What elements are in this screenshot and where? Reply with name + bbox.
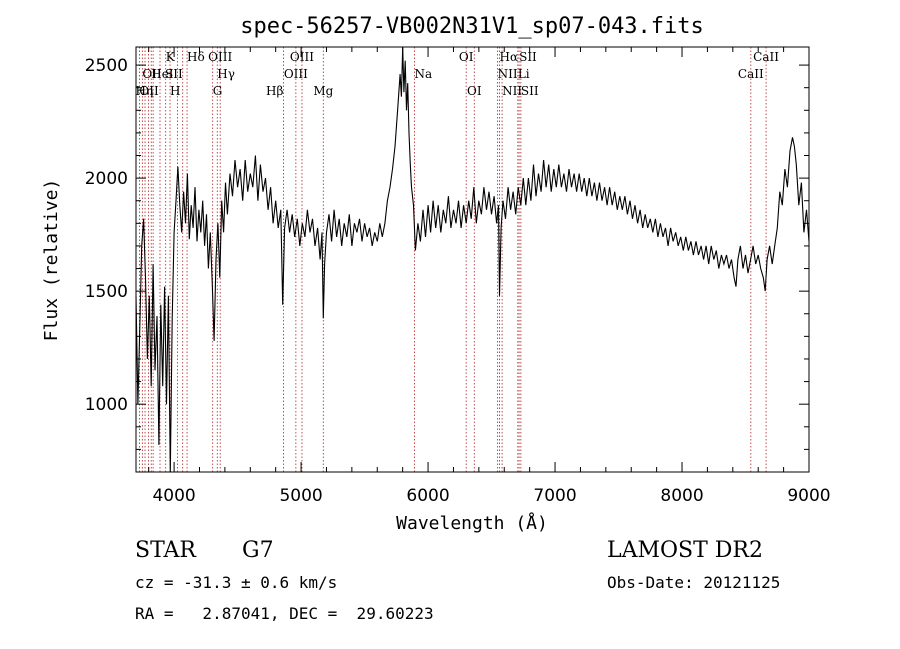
survey-name: LAMOST DR2 <box>607 538 763 563</box>
line-label-8: H <box>170 84 180 98</box>
spectrum-line <box>135 46 810 473</box>
x-tick-label-4: 8000 <box>660 486 703 506</box>
line-label-12: G <box>213 84 223 98</box>
line-markers <box>139 47 767 472</box>
object-class: STAR <box>135 538 196 563</box>
line-label-19: Na <box>414 67 432 81</box>
line-label-18: Mg <box>313 84 333 98</box>
line-label-22: NII <box>498 67 518 81</box>
line-label-13: Hγ <box>217 67 235 81</box>
line-label-15: Hβ <box>266 84 283 98</box>
line-label-27: SII <box>521 84 539 98</box>
x-tick-label-5: 9000 <box>787 486 830 506</box>
line-label-0: OII <box>139 84 159 98</box>
ra-dec: RA = 2.87041, DEC = 29.60223 <box>135 604 434 623</box>
x-axis-label: Wavelength (Å) <box>396 512 548 534</box>
line-label-26: SII <box>519 50 537 64</box>
y-tick-label-2: 2000 <box>85 169 128 189</box>
line-label-17: OIII <box>290 50 314 64</box>
line-label-21: OI <box>467 84 482 98</box>
line-label-29: CaII <box>753 50 779 64</box>
y-axis-label: Flux (relative) <box>41 179 62 342</box>
redshift-text: cz = -31.3 ± 0.6 km/s <box>135 573 338 592</box>
object-subclass: G7 <box>242 538 274 563</box>
line-label-4: HeI <box>151 67 174 81</box>
line-label-11: Hδ <box>187 50 205 64</box>
y-tick-label-1: 1500 <box>85 282 128 302</box>
line-label-1: OII <box>142 67 162 81</box>
line-label-20: OI <box>459 50 474 64</box>
axis-ticks <box>136 47 810 472</box>
line-label-28: CaII <box>738 67 764 81</box>
x-tick-label-1: 5000 <box>279 486 322 506</box>
plot-frame <box>135 46 810 473</box>
x-tick-label-2: 6000 <box>406 486 449 506</box>
tick-labels: 4000 5000 6000 7000 8000 9000 1000 1500 2000 2500 <box>85 56 831 506</box>
line-label-16: OIII <box>284 67 308 81</box>
line-label-14: OIII <box>208 50 232 64</box>
x-tick-label-3: 7000 <box>533 486 576 506</box>
obs-date: Obs-Date: 20121125 <box>607 573 781 592</box>
y-tick-label-3: 2500 <box>85 56 128 76</box>
line-label-24: NII <box>502 84 522 98</box>
line-label-5: Hη <box>135 84 153 98</box>
x-tick-label-0: 4000 <box>152 486 195 506</box>
chart-title: spec-56257-VB002N31V1_sp07-043.fits <box>240 14 704 39</box>
line-label-7: K <box>166 50 176 64</box>
line-label-23: Hα <box>500 50 519 64</box>
y-tick-label-0: 1000 <box>85 395 128 415</box>
line-labels: OIIOIIHeIHηKHSIIHδGHγOIIIHβOIIIOIIIMgNaO… <box>135 50 779 98</box>
line-label-25: Li <box>518 67 530 81</box>
line-label-10: SII <box>165 67 183 81</box>
